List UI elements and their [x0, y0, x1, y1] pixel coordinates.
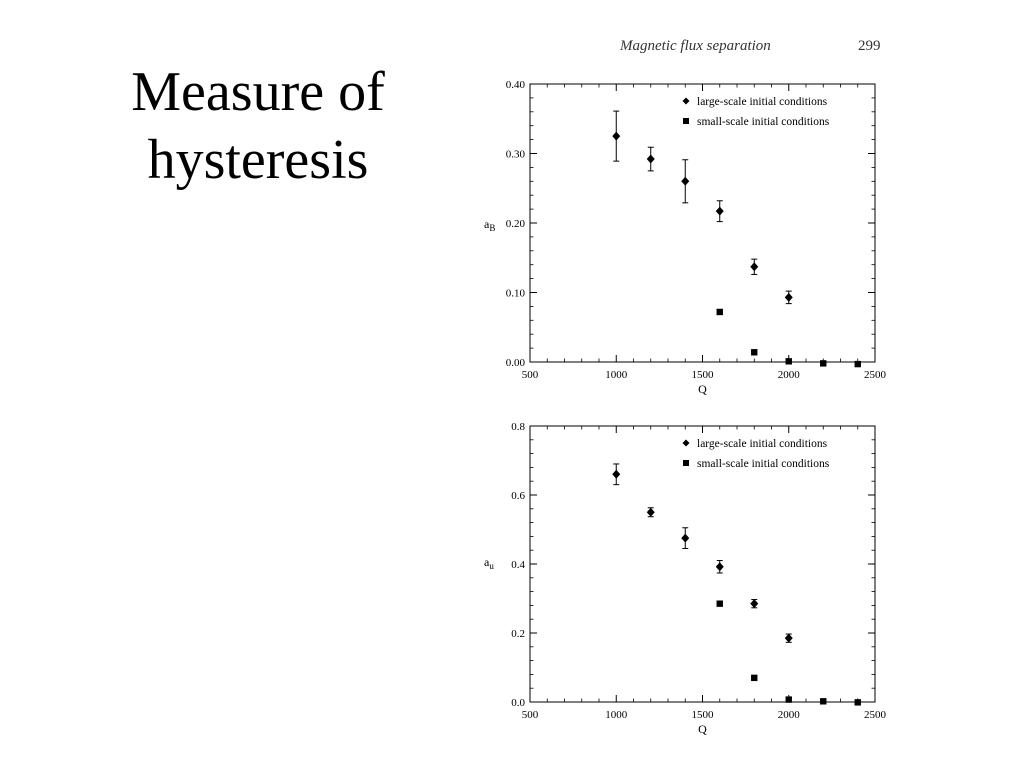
- data-point-square: [820, 360, 827, 367]
- y-axis-label-subscript: B: [489, 223, 495, 233]
- data-point-diamond: [612, 469, 621, 479]
- x-tick-label: 1500: [692, 369, 715, 381]
- y-tick-label: 0.00: [506, 357, 526, 369]
- y-axis-label: au: [484, 555, 494, 571]
- x-tick-label: 500: [522, 709, 539, 721]
- data-point-diamond: [646, 507, 655, 517]
- legend-diamond-marker: [682, 97, 690, 105]
- y-tick-label: 0.20: [506, 218, 526, 230]
- x-axis-label: Q: [698, 382, 707, 396]
- x-tick-label: 2000: [778, 709, 801, 721]
- y-tick-label: 0.4: [511, 559, 525, 571]
- x-axis-label: Q: [698, 722, 707, 736]
- data-point-diamond: [681, 176, 690, 186]
- slide-title-line-1: Measure of: [131, 61, 385, 123]
- legend-label: small-scale initial conditions: [697, 116, 830, 128]
- data-point-square: [854, 699, 861, 706]
- data-point-square: [751, 674, 758, 682]
- page-number: 299: [858, 38, 881, 54]
- data-point-diamond: [715, 206, 724, 216]
- data-point-diamond: [784, 292, 793, 302]
- slide-title-line-2: hysteresis: [147, 129, 369, 191]
- y-tick-label: 0.40: [506, 79, 526, 91]
- y-axis-label: aB: [484, 217, 495, 233]
- y-axis-label-subscript: u: [489, 561, 494, 571]
- x-tick-label: 1000: [605, 709, 628, 721]
- legend-square-marker: [683, 118, 689, 124]
- x-tick-label: 500: [522, 369, 539, 381]
- y-tick-label: 0.8: [511, 421, 525, 433]
- data-point-diamond: [715, 562, 724, 572]
- x-tick-label: 2000: [778, 369, 801, 381]
- y-tick-label: 0.6: [511, 490, 525, 502]
- data-point-diamond: [784, 633, 793, 643]
- legend-diamond-marker: [682, 439, 690, 447]
- x-tick-label: 1000: [605, 369, 628, 381]
- y-tick-label: 0.30: [506, 149, 526, 161]
- data-point-diamond: [612, 131, 621, 141]
- y-tick-label: 0.0: [511, 697, 525, 709]
- data-point-square: [751, 349, 758, 356]
- data-point-diamond: [750, 599, 759, 609]
- data-point-square: [820, 698, 827, 705]
- page-header-text: Magnetic flux separation: [620, 38, 771, 54]
- x-tick-label: 1500: [692, 709, 715, 721]
- chart-2: 500 1000 1500 2000 2500 0.0 0.2 0.4 0.6 0.8 Qau lar…: [484, 421, 887, 736]
- x-tick-label: 2500: [864, 709, 887, 721]
- data-point-square: [854, 360, 861, 368]
- data-point-square: [716, 308, 723, 316]
- legend-label: large-scale initial conditions: [697, 96, 828, 108]
- legend-square-marker: [683, 460, 689, 466]
- slide-title: Measure of hysteresis: [80, 58, 436, 194]
- legend-label: small-scale initial conditions: [697, 458, 830, 470]
- legend-label: large-scale initial conditions: [697, 438, 828, 450]
- chart-1: 500 1000 1500 2000 2500 0.00 0.10 0.20 0.30 0.40 Q…: [484, 79, 887, 396]
- y-tick-label: 0.10: [506, 288, 526, 300]
- data-point-square: [716, 600, 723, 607]
- data-point-square: [785, 358, 792, 365]
- data-point-square: [785, 696, 792, 703]
- data-point-diamond: [646, 154, 655, 164]
- y-tick-label: 0.2: [511, 628, 525, 640]
- data-point-diamond: [750, 262, 759, 272]
- x-tick-label: 2500: [864, 369, 887, 381]
- data-point-diamond: [681, 533, 690, 543]
